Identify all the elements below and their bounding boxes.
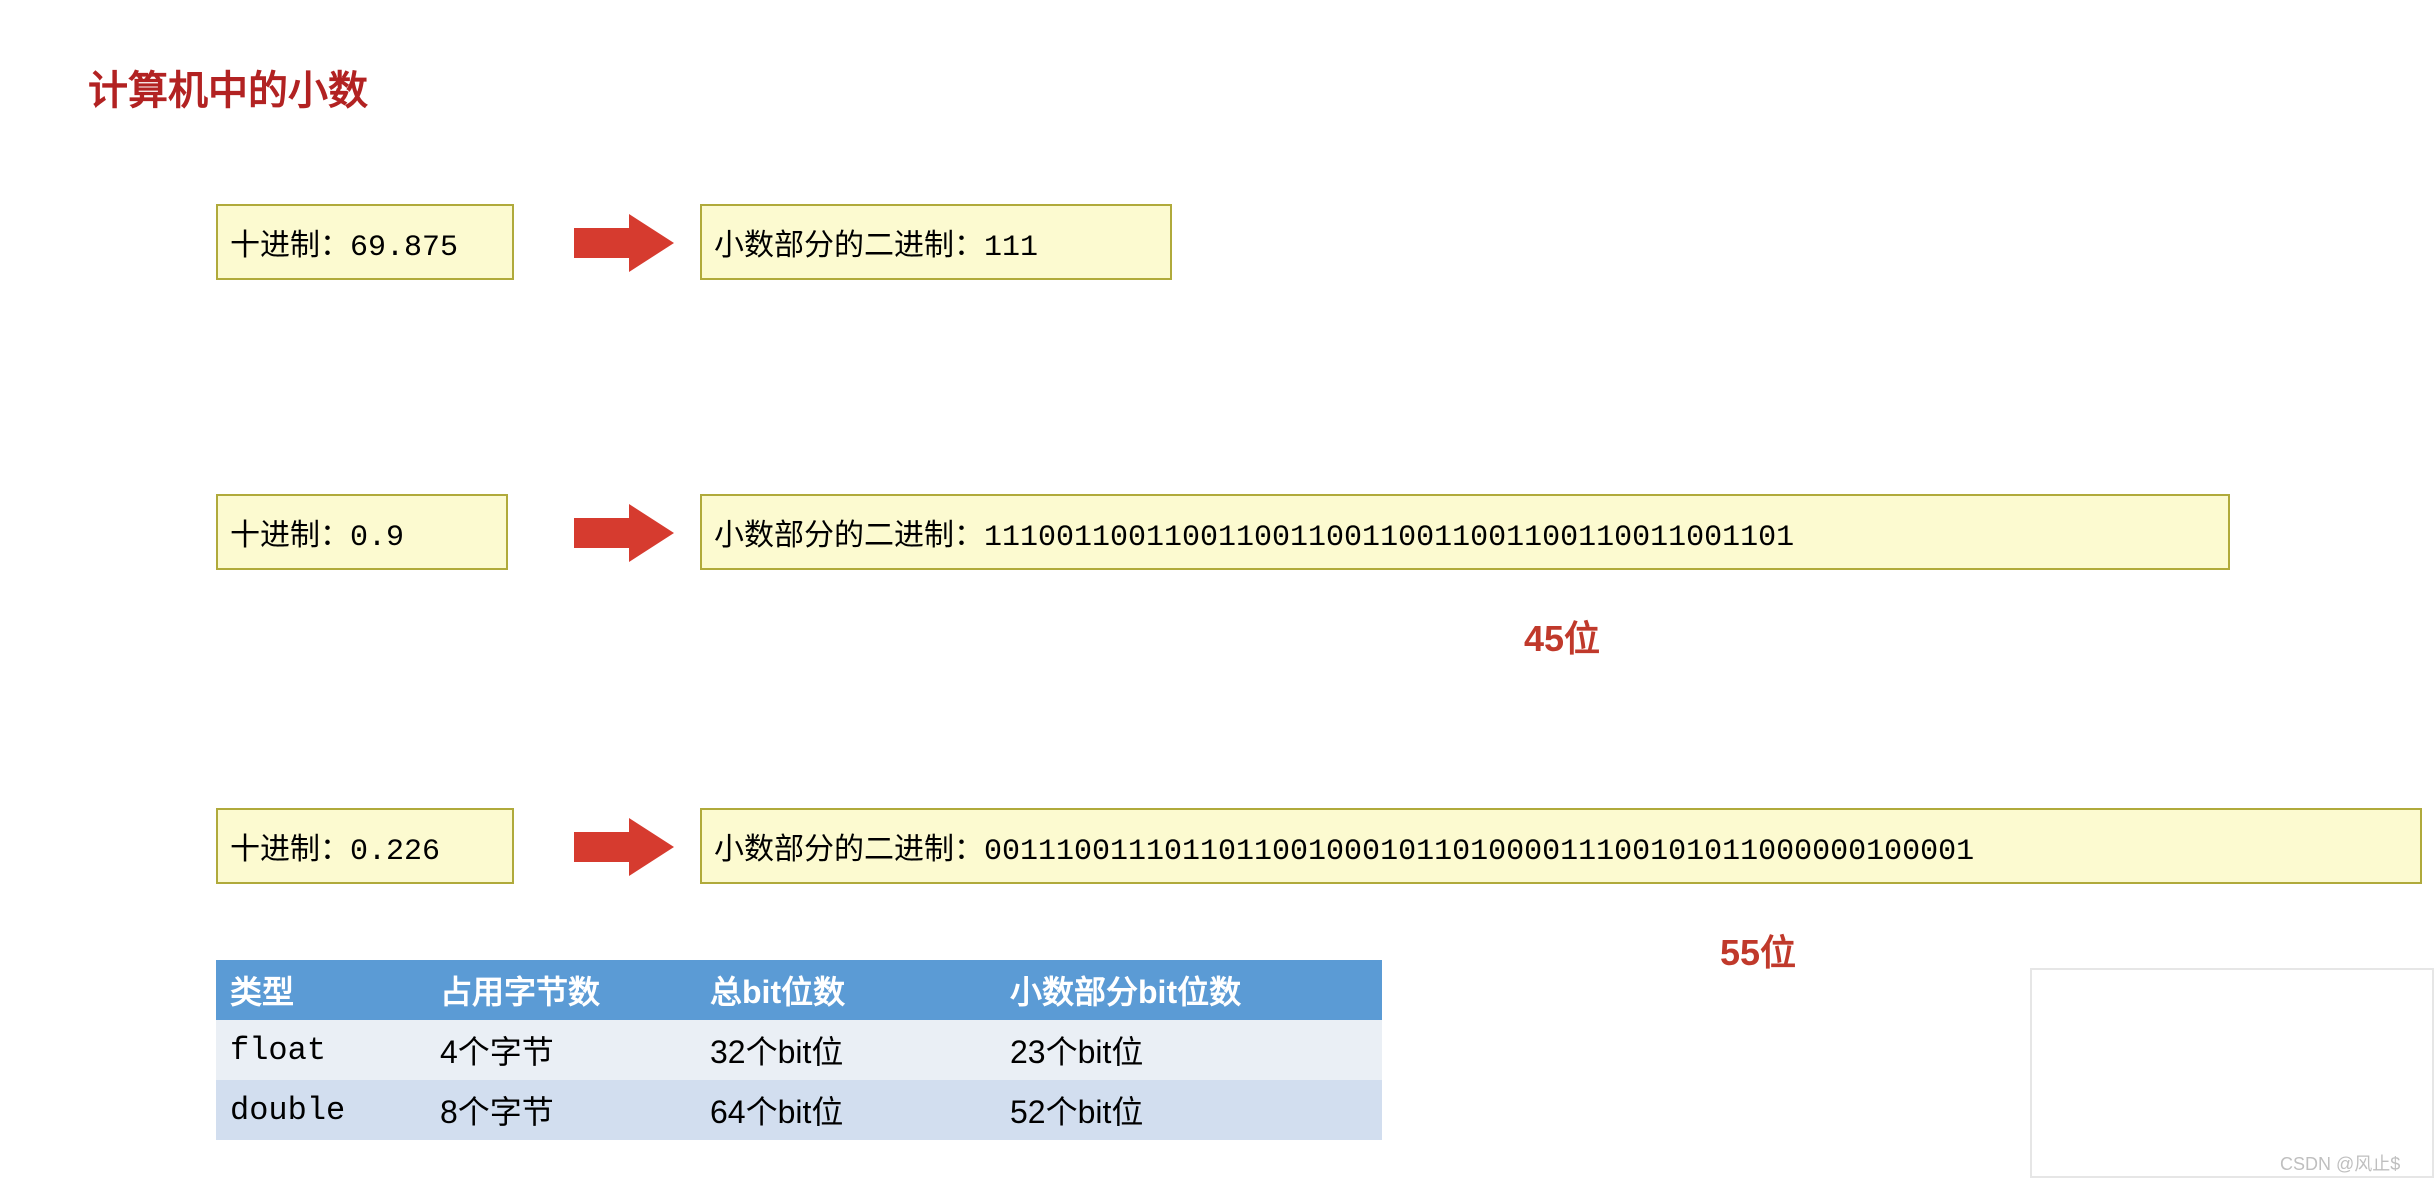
watermark-text: CSDN @风止$ xyxy=(2280,1150,2400,1176)
table-cell: double xyxy=(216,1080,426,1140)
corner-panel xyxy=(2030,968,2434,1178)
table-cell: 8个字节 xyxy=(426,1080,696,1140)
table-cell: 64个bit位 xyxy=(696,1080,996,1140)
table-header-cell: 总bit位数 xyxy=(696,960,996,1020)
table-header-row: 类型占用字节数总bit位数小数部分bit位数 xyxy=(216,960,1382,1020)
table-row: float4个字节32个bit位23个bit位 xyxy=(216,1020,1382,1080)
arrow-right-icon xyxy=(574,214,674,272)
arrow-right-icon xyxy=(574,818,674,876)
decimal-box: 十进制：0.9 xyxy=(216,494,508,570)
table-cell: 32个bit位 xyxy=(696,1020,996,1080)
table-cell: float xyxy=(216,1020,426,1080)
arrow-right-icon xyxy=(574,504,674,562)
table-cell: 52个bit位 xyxy=(996,1080,1382,1140)
float-types-table: 类型占用字节数总bit位数小数部分bit位数 float4个字节32个bit位2… xyxy=(216,960,1382,1140)
table-row: double8个字节64个bit位52个bit位 xyxy=(216,1080,1382,1140)
bit-count-annotation: 55位 xyxy=(1720,924,1796,976)
binary-box: 小数部分的二进制：1110011001100110011001100110011… xyxy=(700,494,2230,570)
decimal-box: 十进制：69.875 xyxy=(216,204,514,280)
table-header-cell: 类型 xyxy=(216,960,426,1020)
bit-count-annotation: 45位 xyxy=(1524,610,1600,662)
table-cell: 23个bit位 xyxy=(996,1020,1382,1080)
table-header-cell: 小数部分bit位数 xyxy=(996,960,1382,1020)
table-header-cell: 占用字节数 xyxy=(426,960,696,1020)
binary-box: 小数部分的二进制：0011100111011011001000101101000… xyxy=(700,808,2422,884)
table-body: float4个字节32个bit位23个bit位double8个字节64个bit位… xyxy=(216,1020,1382,1140)
table-cell: 4个字节 xyxy=(426,1020,696,1080)
page-title: 计算机中的小数 xyxy=(88,58,368,116)
binary-box: 小数部分的二进制：111 xyxy=(700,204,1172,280)
decimal-box: 十进制：0.226 xyxy=(216,808,514,884)
